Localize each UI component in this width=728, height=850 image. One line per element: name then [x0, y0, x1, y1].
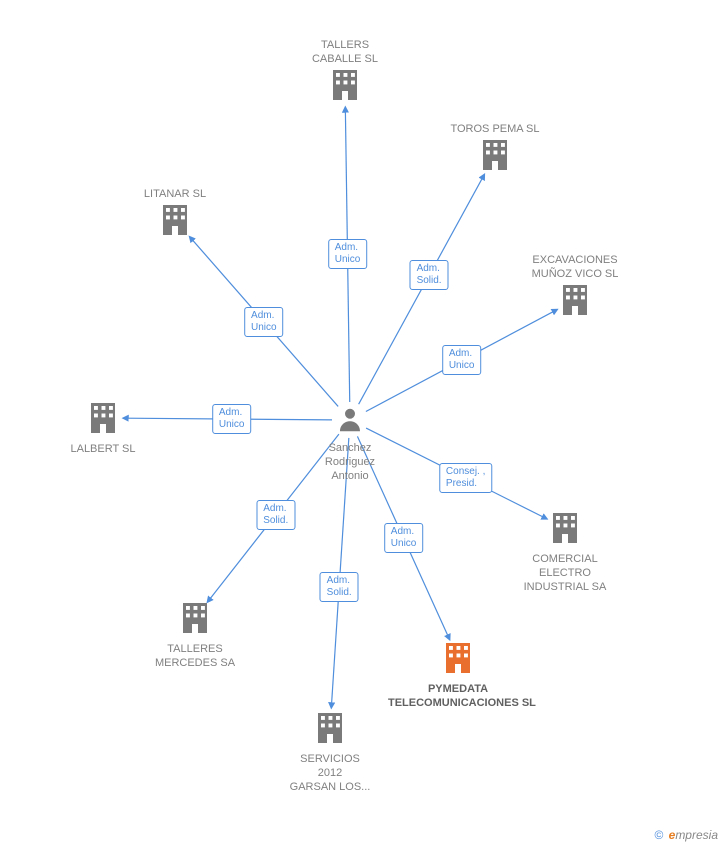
building-icon — [557, 282, 593, 321]
building-icon — [85, 400, 121, 439]
edge-label-lalbert: Adm. Unico — [212, 404, 252, 434]
company-node-talleres: TALLERES MERCEDES SA — [125, 600, 265, 671]
company-node-servicios: SERVICIOS 2012 GARSAN LOS... — [260, 710, 400, 794]
node-label: LALBERT SL — [33, 443, 173, 457]
building-icon — [547, 510, 583, 549]
node-label: EXCAVACIONES MUÑOZ VICO SL — [505, 254, 645, 282]
edge-label-pymedata: Adm. Unico — [384, 523, 424, 553]
edge-label-servicios: Adm. Solid. — [320, 572, 359, 602]
watermark: © empresia — [654, 828, 718, 842]
person-icon — [335, 405, 365, 438]
edge-litanar — [189, 237, 338, 407]
building-icon — [157, 202, 193, 241]
edges-layer — [0, 0, 728, 850]
company-node-litanar: LITANAR SL — [105, 184, 245, 241]
building-icon — [177, 600, 213, 639]
node-label: TOROS PEMA SL — [425, 123, 565, 137]
node-label: Sanchez Rodriguez Antonio — [280, 442, 420, 483]
edge-toros — [359, 174, 485, 404]
edge-lalbert — [123, 418, 332, 420]
network-diagram: Adm. Unico Adm. Solid. Adm. Unico Adm. Unic… — [0, 0, 728, 850]
node-label: TALLERS CABALLE SL — [275, 39, 415, 67]
brand-rest: mpresia — [675, 828, 718, 842]
node-label: COMERCIAL ELECTRO INDUSTRIAL SA — [495, 553, 635, 594]
edge-servicios — [331, 438, 349, 708]
edge-excav — [366, 309, 557, 411]
copyright-symbol: © — [654, 828, 663, 842]
company-node-tallers: TALLERS CABALLE SL — [275, 35, 415, 106]
edge-label-tallers: Adm. Unico — [328, 239, 368, 269]
edge-talleres — [207, 434, 339, 602]
company-node-comercial: COMERCIAL ELECTRO INDUSTRIAL SA — [495, 510, 635, 594]
edge-label-comercial: Consej. , Presid. — [439, 463, 492, 493]
edge-comercial — [366, 428, 547, 519]
center-person-node: Sanchez Rodriguez Antonio — [280, 405, 420, 483]
edge-pymedata — [357, 436, 449, 639]
building-icon — [312, 710, 348, 749]
company-node-lalbert: LALBERT SL — [33, 400, 173, 457]
edge-label-talleres: Adm. Solid. — [256, 500, 295, 530]
edge-label-toros: Adm. Solid. — [410, 260, 449, 290]
node-label: SERVICIOS 2012 GARSAN LOS... — [260, 753, 400, 794]
building-icon — [477, 137, 513, 176]
building-icon — [327, 67, 363, 106]
building-icon — [440, 640, 476, 679]
company-node-pymedata: PYMEDATA TELECOMUNICACIONES SL — [388, 640, 528, 711]
edge-label-excav: Adm. Unico — [442, 345, 482, 375]
edge-label-litanar: Adm. Unico — [244, 307, 284, 337]
company-node-excav: EXCAVACIONES MUÑOZ VICO SL — [505, 250, 645, 321]
edge-tallers — [345, 107, 349, 402]
node-label: PYMEDATA TELECOMUNICACIONES SL — [388, 683, 528, 711]
node-label: LITANAR SL — [105, 188, 245, 202]
node-label: TALLERES MERCEDES SA — [125, 643, 265, 671]
company-node-toros: TOROS PEMA SL — [425, 119, 565, 176]
